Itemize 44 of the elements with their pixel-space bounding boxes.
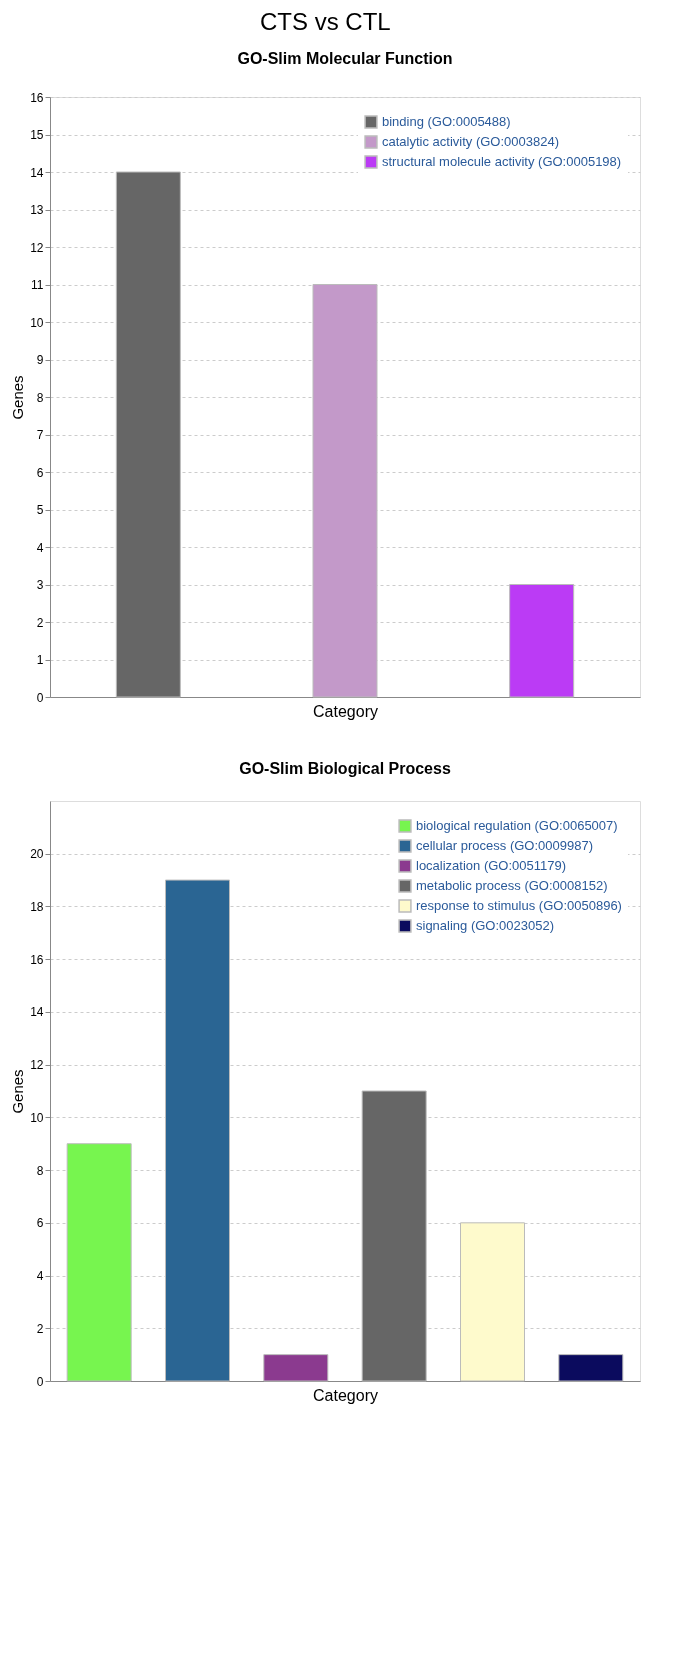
legend-label: response to stimulus (GO:0050896) (416, 898, 622, 913)
legend-label: catalytic activity (GO:0003824) (382, 134, 560, 149)
y-tick-label: 14 (30, 165, 44, 180)
legend-label: biological regulation (GO:0065007) (416, 818, 618, 833)
legend-label: metabolic process (GO:0008152) (416, 878, 608, 893)
y-tick-label: 0 (36, 1374, 44, 1389)
legend-label: cellular process (GO:0009987) (416, 838, 594, 853)
y-tick-label: 16 (30, 952, 44, 967)
y-tick-label: 11 (31, 278, 44, 292)
y-tick-label: 8 (36, 390, 44, 405)
y-tick-label: 9 (36, 353, 44, 367)
chart-title: GO-Slim Biological Process (239, 760, 451, 777)
y-tick-label: 12 (30, 1058, 44, 1073)
y-tick-label: 12 (30, 240, 44, 255)
y-tick-label: 18 (30, 899, 44, 914)
y-tick-label: 20 (30, 847, 44, 862)
y-axis-title: Genes (9, 1069, 27, 1114)
y-tick-label: 6 (36, 465, 44, 480)
y-tick-label: 2 (36, 615, 44, 630)
legend-label: signaling (GO:0023052) (416, 918, 555, 933)
chart-subtitle: GO-Slim Molecular Function (237, 50, 453, 67)
chart-title: CTS vs CTL (259, 7, 391, 35)
y-tick-label: 7 (36, 428, 44, 442)
y-tick-label: 10 (30, 315, 44, 330)
y-tick-label: 8 (36, 1163, 44, 1178)
y-tick-label: 3 (36, 578, 44, 592)
y-tick-label: 10 (30, 1110, 44, 1125)
y-tick-label: 6 (36, 1216, 44, 1231)
y-tick-label: 15 (30, 128, 44, 142)
y-tick-label: 0 (36, 690, 44, 705)
x-axis-title: Category (313, 1386, 378, 1404)
legend-label: localization (GO:0051179) (416, 858, 567, 873)
x-axis-title: Category (313, 702, 378, 720)
y-tick-label: 1 (36, 653, 44, 667)
y-axis-title: Genes (9, 375, 27, 420)
y-tick-label: 14 (30, 1005, 44, 1020)
y-tick-label: 4 (36, 540, 44, 555)
y-tick-label: 4 (36, 1269, 44, 1284)
y-tick-label: 13 (30, 203, 44, 217)
y-tick-label: 16 (30, 90, 44, 105)
legend-label: binding (GO:0005488) (382, 114, 511, 129)
y-tick-label: 5 (36, 503, 44, 517)
legend-label: structural molecule activity (GO:0005198) (382, 154, 622, 169)
y-tick-label: 2 (36, 1321, 44, 1336)
